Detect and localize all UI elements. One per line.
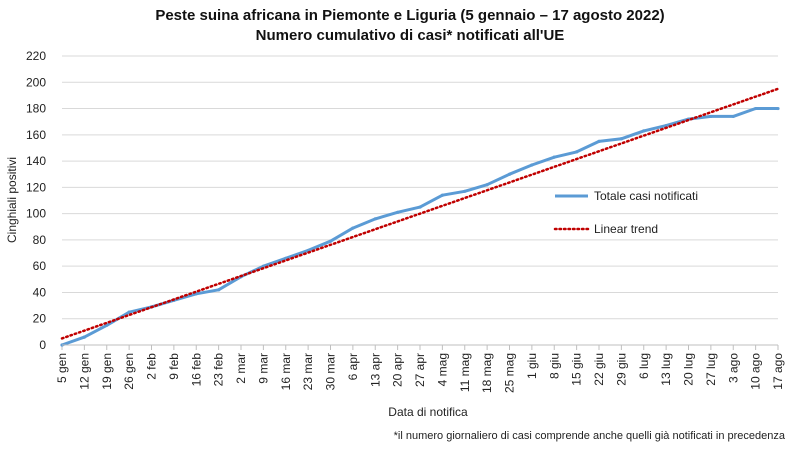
data-point-total: [105, 323, 109, 327]
y-tick-label: 80: [33, 233, 47, 247]
x-tick-label: 3 ago: [726, 353, 740, 383]
data-point-total: [597, 139, 601, 143]
y-tick-label: 40: [33, 285, 47, 299]
y-tick-label: 120: [26, 180, 46, 194]
x-tick-label: 6 apr: [346, 353, 360, 380]
data-point-total: [485, 183, 489, 187]
x-tick-label: 2 feb: [145, 353, 159, 380]
data-point-total: [552, 155, 556, 159]
footnote: *il numero giornaliero di casi comprende…: [394, 430, 786, 442]
x-tick-label: 11 mag: [458, 353, 472, 392]
chart-subtitle: Numero cumulativo di casi* notificati al…: [256, 27, 565, 44]
x-tick-label: 18 mag: [480, 353, 494, 393]
x-tick-label: 13 lug: [659, 353, 673, 386]
x-tick-label: 1 giu: [525, 353, 539, 379]
data-point-total: [440, 193, 444, 197]
data-point-total: [261, 264, 265, 268]
x-tick-label: 10 ago: [749, 353, 763, 390]
y-tick-label: 160: [26, 128, 46, 142]
x-tick-label: 15 giu: [570, 353, 584, 386]
data-point-total: [709, 114, 713, 119]
x-tick-label: 5 gen: [55, 353, 69, 383]
data-point-total: [575, 150, 579, 154]
x-tick-label: 2 mar: [234, 353, 248, 384]
trend-line: [60, 87, 780, 340]
x-tick-label: 19 gen: [100, 353, 114, 390]
x-tick-label: 25 mag: [503, 353, 517, 393]
data-point-total: [619, 137, 623, 141]
x-tick-label: 22 giu: [592, 353, 606, 386]
y-tick-label: 60: [33, 259, 47, 273]
series-line-total: [61, 107, 778, 347]
y-tick-label: 220: [26, 49, 46, 63]
x-tick-label: 20 apr: [391, 353, 405, 387]
y-axis-ticks: 0 20 40 60 80 100 120 140 160 180 200 220: [26, 49, 46, 352]
y-axis-label: Cinghiali positivi: [5, 157, 19, 243]
x-tick-label: 4 mag: [435, 353, 449, 386]
data-point-total: [463, 189, 467, 193]
data-point-total: [754, 106, 758, 111]
y-tick-label: 0: [39, 338, 46, 352]
x-tick-label: 8 giu: [547, 353, 561, 379]
data-point-total: [373, 217, 377, 221]
y-tick-label: 200: [26, 75, 46, 89]
x-tick-label: 9 mar: [256, 353, 270, 384]
x-tick-label: 17 ago: [771, 353, 785, 390]
data-point-total: [217, 288, 221, 292]
x-tick-label: 16 mar: [279, 353, 293, 390]
data-point-total: [776, 106, 780, 111]
x-tick-label: 23 mar: [301, 353, 315, 390]
data-point-total: [530, 163, 534, 167]
series-layer: [60, 87, 780, 347]
data-point-total: [127, 310, 131, 314]
data-point-total: [351, 226, 355, 230]
x-tick-label: 16 feb: [189, 353, 203, 387]
legend-label-trend: Linear trend: [594, 222, 658, 236]
x-tick-label: 23 feb: [212, 353, 226, 387]
chart-title: Peste suina africana in Piemonte e Ligur…: [155, 7, 664, 24]
data-point-total: [731, 114, 735, 119]
legend: Totale casi notificati Linear trend: [553, 189, 698, 236]
data-point-total: [82, 335, 86, 339]
x-tick-label: 26 gen: [122, 353, 136, 390]
x-tick-label: 12 gen: [77, 353, 91, 390]
x-tick-label: 29 giu: [614, 353, 628, 386]
data-point-total: [396, 210, 400, 214]
x-axis-ticks: 5 gen 12 gen 19 gen 26 gen 2 feb 9 feb 16 feb 2…: [55, 345, 785, 393]
y-tick-label: 20: [33, 312, 47, 326]
x-tick-label: 30 mar: [324, 353, 338, 390]
x-tick-label: 6 lug: [637, 353, 651, 379]
x-tick-label: 27 lug: [704, 353, 718, 386]
x-tick-label: 9 feb: [167, 353, 181, 380]
data-point-total: [642, 129, 646, 133]
x-axis-label: Data di notifica: [388, 405, 468, 419]
legend-label-total: Totale casi notificati: [594, 189, 698, 203]
data-point-total: [507, 172, 512, 176]
x-tick-label: 13 apr: [368, 353, 382, 387]
y-tick-label: 180: [26, 102, 46, 116]
data-point-total: [418, 205, 422, 209]
y-tick-label: 100: [26, 207, 46, 221]
x-tick-label: 20 lug: [682, 353, 696, 386]
y-tick-label: 140: [26, 154, 46, 168]
data-point-total: [328, 239, 333, 243]
x-tick-label: 27 apr: [413, 353, 427, 387]
